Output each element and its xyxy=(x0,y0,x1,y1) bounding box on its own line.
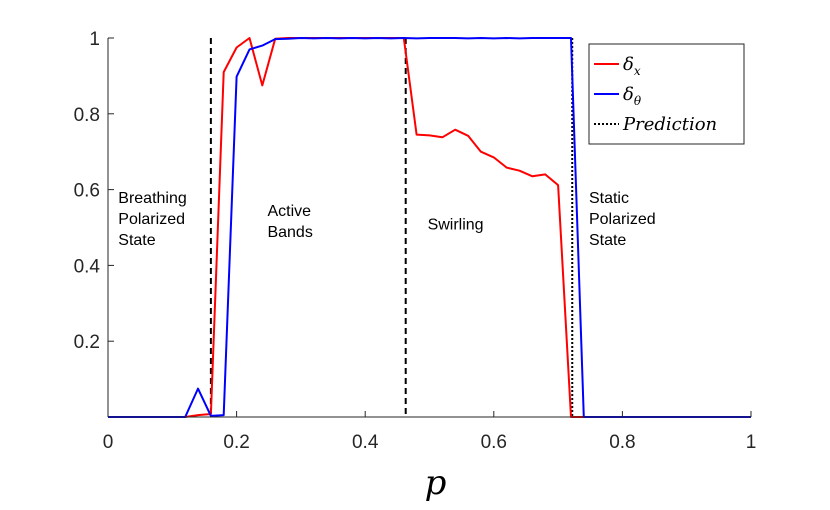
x-tick-label: 0.2 xyxy=(223,432,249,453)
y-tick-label: 0.6 xyxy=(74,181,100,202)
y-tick-label: 0.2 xyxy=(74,332,100,353)
region-label: Static Polarized State xyxy=(589,190,656,249)
region-label: Active Bands xyxy=(267,203,312,241)
legend-label: δθ xyxy=(623,84,642,108)
x-tick-label: 1 xyxy=(746,432,757,453)
region-label: Swirling xyxy=(428,216,484,233)
y-tick-label: 1 xyxy=(89,29,100,50)
y-tick-label: 0.4 xyxy=(74,256,101,277)
x-tick-label: 0.8 xyxy=(609,432,635,453)
x-axis-label: p xyxy=(425,463,447,503)
x-tick-label: 0.6 xyxy=(481,432,507,453)
legend-label: δx xyxy=(623,54,641,78)
region-label: Breathing Polarized State xyxy=(118,190,186,249)
x-tick-label: 0.4 xyxy=(352,432,379,453)
x-tick-label: 0 xyxy=(103,432,114,453)
legend-label: Prediction xyxy=(622,114,717,135)
y-tick-label: 0.8 xyxy=(74,105,100,126)
